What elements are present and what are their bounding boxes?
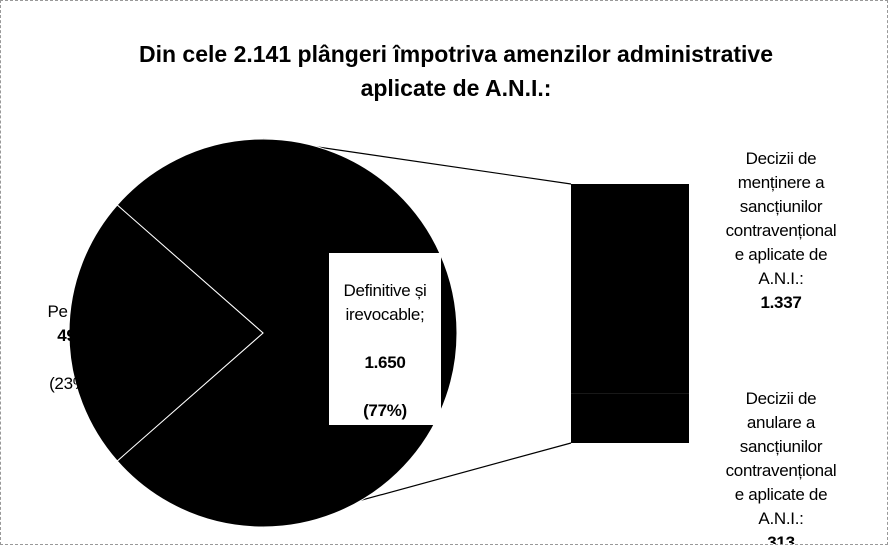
- percent-label: (77%): [363, 401, 407, 420]
- pie-slice: [116, 138, 458, 528]
- pie-slice: [68, 204, 264, 462]
- slice-label: Pe rol: 491 (23%): [11, 276, 131, 396]
- chart-title: Din cele 2.141 plângeri împotriva amenzi…: [138, 41, 773, 101]
- percent-label: (23%): [49, 374, 93, 393]
- value-label: 313: [767, 533, 795, 545]
- category: Definitive și irevocable;: [343, 281, 427, 324]
- bar-label: Decizii de anulare a sancțiunilor contra…: [701, 363, 861, 545]
- bar-segment: [571, 393, 689, 443]
- slice-label: Definitive și irevocable; 1.650 (77%): [329, 253, 441, 425]
- bar-segment: [571, 184, 689, 394]
- value-label: 1.337: [760, 293, 802, 312]
- value-label: 1.650: [364, 353, 406, 372]
- category: Pe rol:: [47, 302, 95, 321]
- bar-label: Decizii de menținere a sancțiunilor cont…: [701, 123, 861, 315]
- category: Decizii de menținere a sancțiunilor cont…: [725, 149, 837, 288]
- category: Decizii de anulare a sancțiunilor contra…: [725, 389, 837, 528]
- value-label: 491: [57, 326, 85, 345]
